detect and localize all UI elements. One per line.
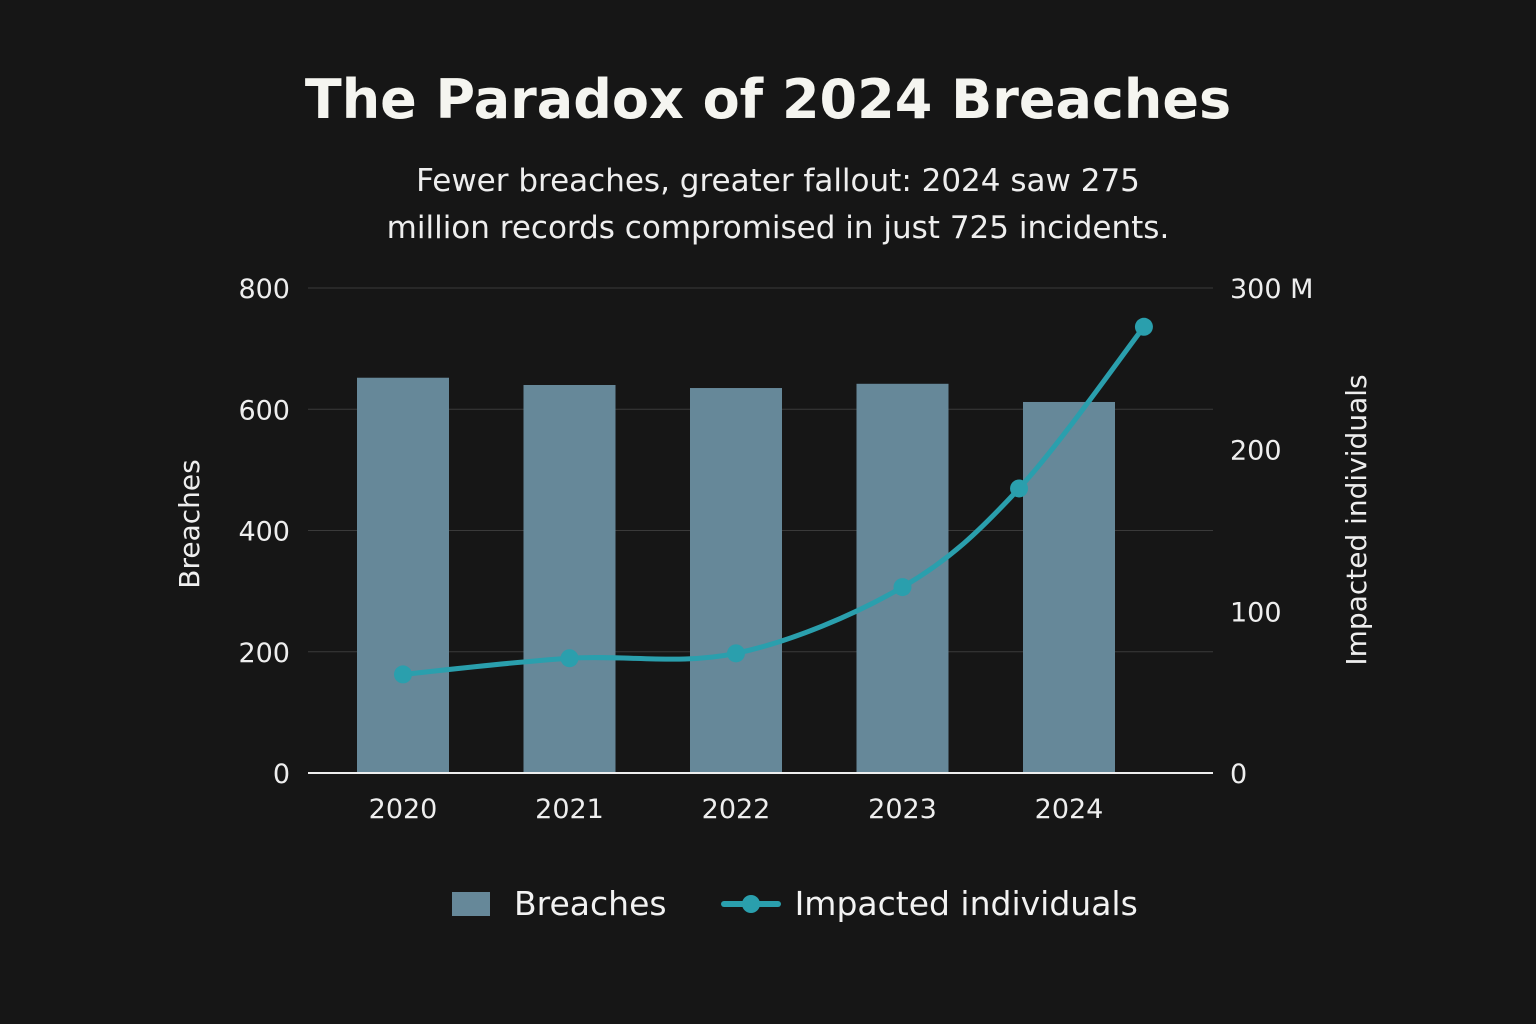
bar-2020: [357, 377, 449, 773]
chart-title: The Paradox of 2024 Breaches: [304, 68, 1232, 131]
legend-breaches-label: Breaches: [514, 884, 667, 923]
bar-2024: [1023, 401, 1115, 773]
x-tick-label: 2023: [868, 794, 937, 825]
x-tick-label: 2024: [1035, 794, 1104, 825]
legend: Breaches Impacted individuals: [452, 884, 1138, 923]
impacted-point: [1134, 317, 1153, 336]
bar-2022: [690, 388, 782, 773]
impacted-point: [893, 578, 912, 597]
left-axis-label: Breaches: [173, 459, 206, 588]
legend-impacted-line-icon: [720, 894, 781, 913]
impacted-line: [400, 324, 1147, 677]
right-tick-label: 0: [1230, 759, 1247, 790]
chart-subtitle: Fewer breaches, greater fallout: 2024 sa…: [368, 158, 1188, 252]
impacted-point: [394, 665, 412, 684]
right-tick-label: 300 M: [1230, 274, 1313, 305]
impacted-point: [1010, 479, 1029, 498]
left-tick-label: 400: [238, 517, 290, 548]
right-axis-label: Impacted individuals: [1340, 374, 1373, 665]
left-tick-label: 800: [238, 274, 290, 305]
legend-impacted-label: Impacted individuals: [794, 884, 1138, 923]
x-tick-label: 2022: [702, 794, 771, 825]
right-tick-label: 100: [1230, 597, 1282, 628]
right-tick-label: 200: [1230, 436, 1282, 467]
bar-2021: [523, 385, 616, 773]
left-tick-label: 600: [238, 395, 290, 426]
subtitle-line-1: Fewer breaches, greater fallout: 2024 sa…: [416, 163, 1140, 199]
legend-breaches-swatch: [452, 891, 490, 916]
subtitle-line-2: million records compromised in just 725 …: [386, 210, 1170, 246]
x-tick-label: 2021: [535, 794, 604, 825]
left-tick-label: 200: [238, 638, 290, 669]
x-tick-label: 2020: [369, 794, 438, 825]
impacted-point: [727, 644, 745, 663]
impacted-point: [560, 649, 579, 668]
left-tick-label: 0: [273, 759, 290, 790]
